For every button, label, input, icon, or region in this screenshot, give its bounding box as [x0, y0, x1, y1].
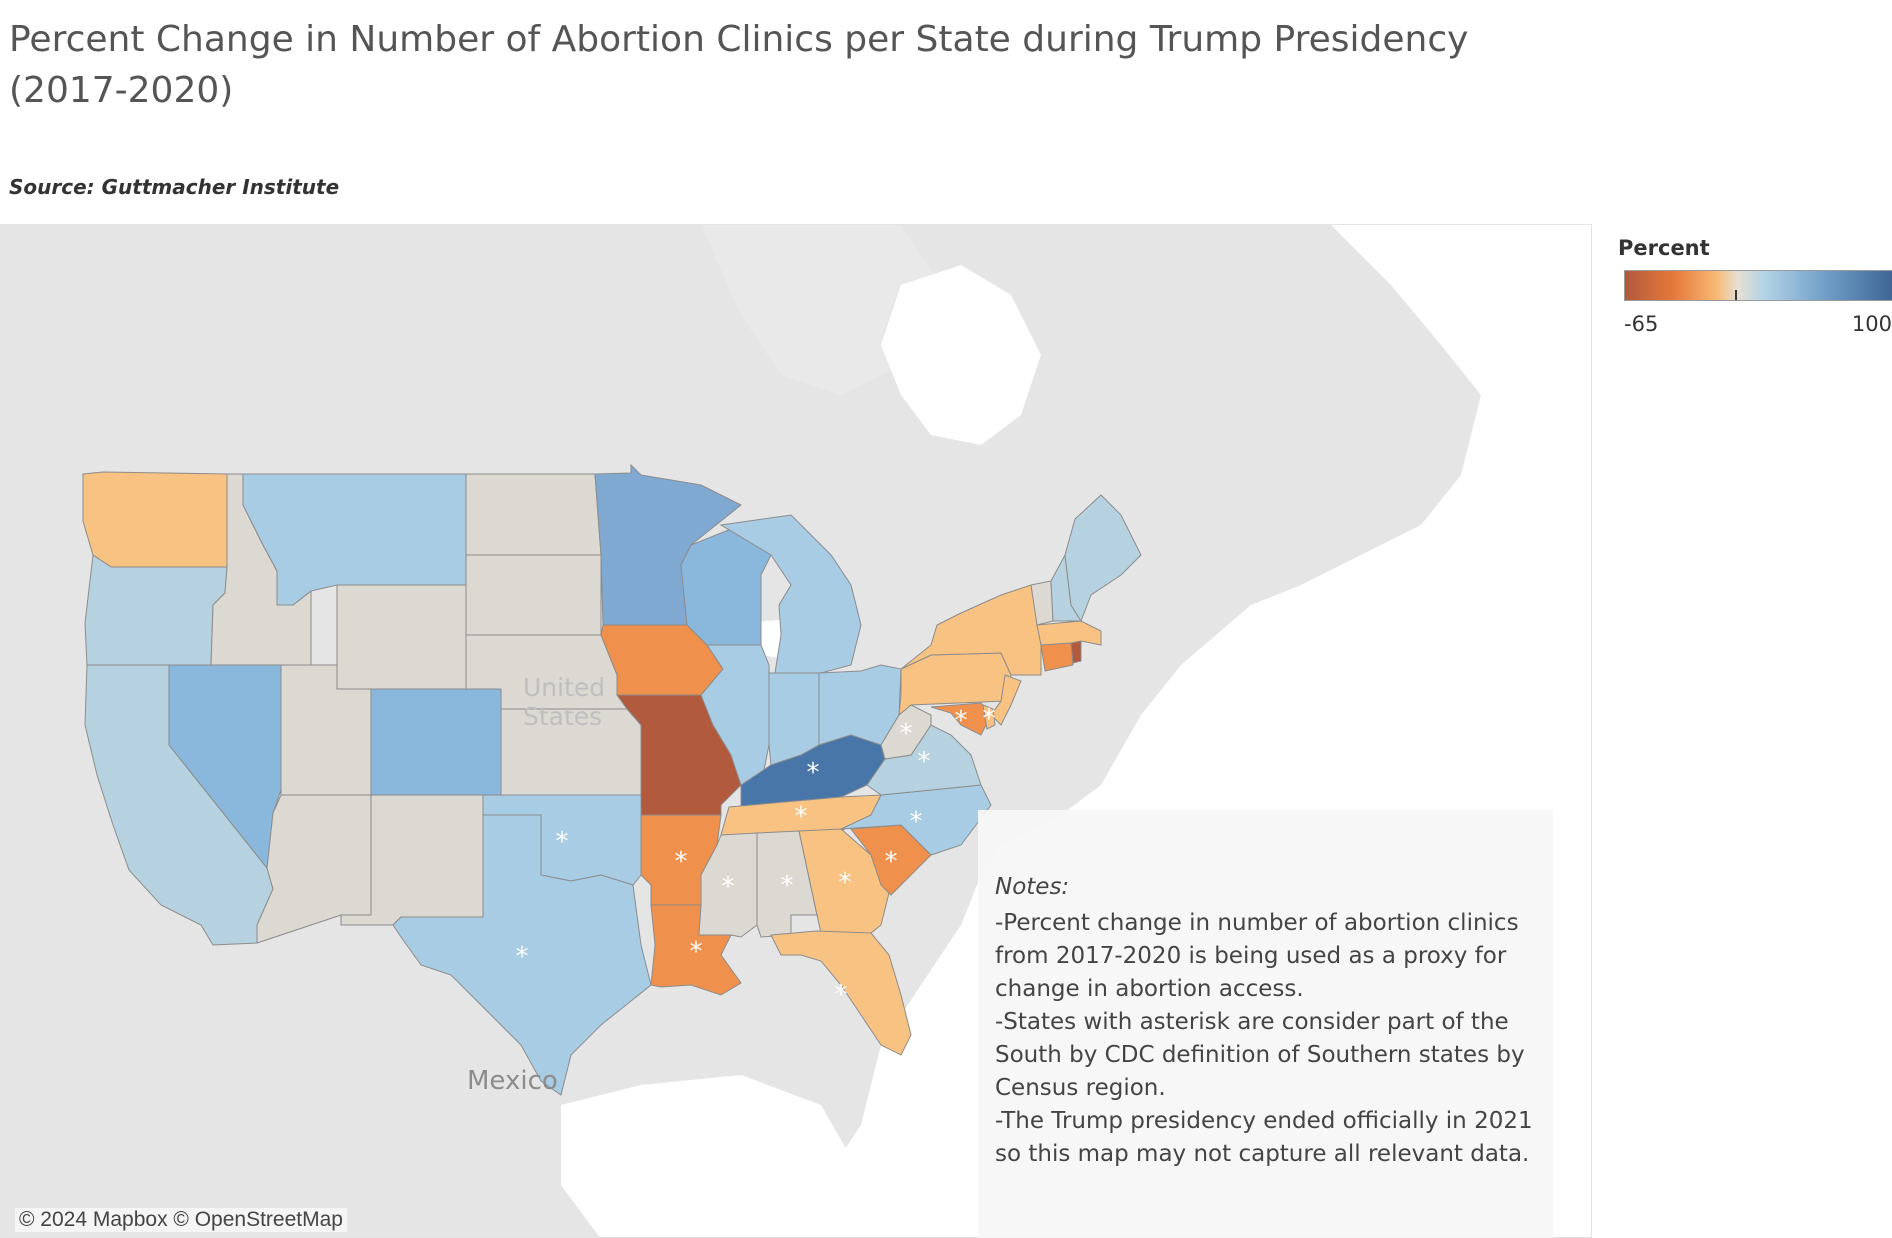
state-fl[interactable] — [770, 930, 912, 1056]
notes-heading: Notes: — [995, 874, 1070, 900]
gulf-of-mexico — [561, 1075, 861, 1237]
state-ri[interactable] — [1070, 640, 1082, 664]
south-asterisk-md: * — [955, 706, 968, 736]
state-tx[interactable] — [392, 814, 652, 1096]
state-sd[interactable] — [465, 554, 602, 636]
state-wa[interactable] — [82, 471, 228, 568]
south-asterisk-ms: * — [722, 872, 735, 902]
legend-title: Percent — [1618, 236, 1710, 260]
united-states-label-line2: States — [523, 702, 602, 731]
legend-min-label: -65 — [1624, 312, 1659, 336]
state-co[interactable] — [370, 688, 502, 796]
state-wy[interactable] — [336, 584, 467, 690]
state-nd[interactable] — [465, 473, 602, 556]
state-md[interactable] — [930, 702, 992, 736]
state-de[interactable] — [982, 704, 996, 730]
legend-gradient-bar — [1624, 270, 1892, 301]
color-legend: Percent -65 100 — [1618, 236, 1892, 346]
south-asterisk-tx: * — [516, 942, 529, 972]
notes-panel: Notes: -Percent change in number of abor… — [978, 810, 1553, 1238]
south-asterisk-nc: * — [910, 807, 923, 837]
south-asterisk-wv: * — [900, 719, 913, 749]
state-or[interactable] — [84, 554, 228, 666]
map-attribution[interactable]: © 2024 Mapbox © OpenStreetMap — [15, 1208, 347, 1232]
state-ma[interactable] — [1036, 620, 1102, 646]
state-nc[interactable] — [840, 784, 992, 856]
chart-title: Percent Change in Number of Abortion Cli… — [9, 19, 1469, 111]
south-asterisk-ok: * — [556, 827, 569, 857]
south-asterisk-de: * — [983, 704, 996, 734]
notes-body: -Percent change in number of abortion cl… — [995, 910, 1533, 1167]
south-asterisk-al: * — [781, 871, 794, 901]
state-shapes[interactable] — [82, 463, 1142, 1096]
canada-arctic-islands — [701, 225, 941, 395]
state-ga[interactable] — [798, 828, 892, 934]
legend-max-label: 100 — [1851, 312, 1892, 336]
source-note: Source: Guttmacher Institute — [9, 175, 340, 199]
south-asterisk-fl: * — [835, 980, 848, 1010]
state-me[interactable] — [1064, 494, 1142, 623]
united-states-label-line1: United — [523, 673, 605, 702]
south-asterisk-sc: * — [885, 847, 898, 877]
state-mn[interactable] — [594, 463, 742, 626]
state-nj[interactable] — [990, 674, 1022, 726]
south-asterisk-markers: ******* * ****** * * — [516, 704, 996, 1010]
south-asterisk-ga: * — [839, 868, 852, 898]
south-asterisk-ky: * — [807, 758, 820, 788]
south-asterisk-va: * — [918, 747, 931, 777]
hudson-bay — [881, 265, 1041, 445]
state-wi[interactable] — [680, 524, 772, 650]
south-asterisk-tn: * — [795, 802, 808, 832]
mexico-label: Mexico — [467, 1066, 558, 1096]
legend-zero-tick — [1735, 290, 1737, 300]
south-asterisk-ar: * — [675, 847, 688, 877]
south-asterisk-la: * — [690, 937, 703, 967]
